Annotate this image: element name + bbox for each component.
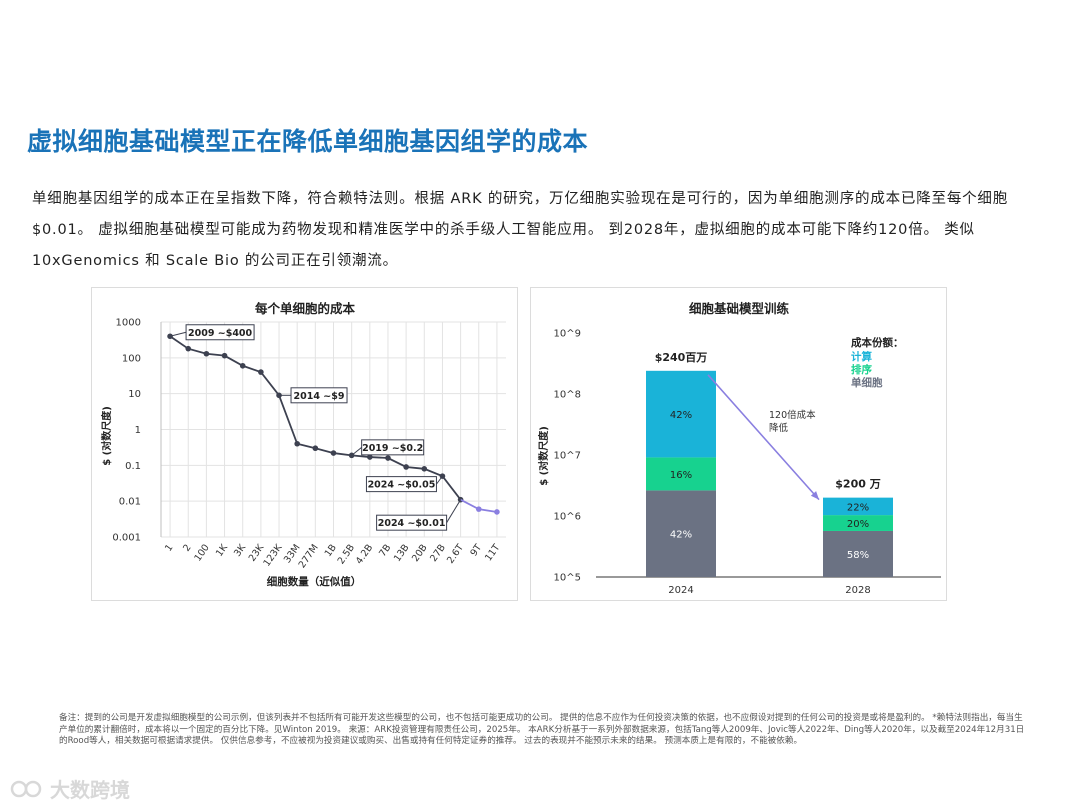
x-tick-label: 11T [483, 542, 502, 563]
bar-total-label: $240百万 [655, 351, 708, 364]
segment-label: 42% [670, 530, 692, 541]
x-tick-label: 9T [468, 542, 484, 558]
annotation-box [365, 476, 437, 493]
data-point [385, 455, 391, 461]
y-tick-label: 0.01 [119, 497, 141, 508]
bar-total-label: $200 万 [835, 478, 880, 491]
footnote: 备注：提到的公司是开发虚拟细胞模型的公司示例，但该列表并不包括所有可能开发这些模… [59, 713, 1025, 746]
y-tick-label: 10^9 [554, 329, 581, 340]
data-point [494, 509, 500, 515]
legend-entry: 单细胞 [851, 376, 883, 389]
segment-label: 58% [847, 550, 869, 561]
x-tick-label: 100 [192, 542, 211, 563]
segment-label: 42% [670, 410, 692, 421]
x-tick-label: 2028 [845, 585, 870, 596]
x-tick-label: 2024 [668, 585, 693, 596]
segment-label: 16% [670, 470, 692, 481]
data-point [258, 369, 264, 375]
watermark-text: 大数跨境 [50, 778, 130, 802]
data-point [475, 506, 482, 512]
y-axis-title: $ (对数尺度) [537, 426, 550, 486]
y-tick-label: 1000 [116, 318, 141, 329]
bar-segment [646, 457, 716, 491]
chart-title: 每个单细胞的成本 [255, 301, 356, 316]
x-tick-label: 2.6T [445, 542, 466, 566]
data-point [203, 350, 210, 357]
data-point [312, 445, 319, 452]
annotation-label: 2014 ~$9 [294, 391, 345, 402]
y-tick-label: 10^7 [554, 451, 581, 462]
x-tick-label: 27B [428, 542, 448, 564]
annotation-label: 2024 ~$0.05 [368, 480, 436, 491]
x-tick-label: 7B [377, 542, 393, 559]
annotation-leader [436, 475, 443, 485]
annotation-leader [169, 331, 187, 337]
arrow-label: 降低 [769, 422, 789, 434]
x-tick-label: 277M [297, 542, 321, 570]
bar-segment [823, 515, 893, 531]
x-tick-label: 4.2B [354, 542, 375, 566]
arrow-head [810, 491, 819, 500]
data-point [294, 440, 300, 447]
segment-label: 22% [847, 502, 869, 513]
legend-entry: 计算 [851, 350, 872, 363]
watermark: 大数跨境 [10, 774, 130, 803]
annotation-label: 2009 ~$400 [188, 328, 253, 339]
watermark-logo-icon [10, 780, 42, 797]
reduction-arrow [707, 374, 820, 501]
x-tick-label: 3K [232, 542, 248, 559]
annotation-box [361, 439, 425, 456]
legend-title: 成本份额： [851, 336, 904, 349]
annotation-box [376, 514, 448, 531]
data-point [421, 466, 428, 472]
annotation-label: 2024 ~$0.01 [378, 518, 446, 529]
arrow-label: 120倍成本 [769, 409, 816, 421]
bar-segment [823, 530, 893, 577]
segment-label: 20% [847, 519, 869, 530]
data-point [221, 352, 228, 359]
y-tick-label: 0.1 [125, 461, 141, 472]
bar-segment [646, 370, 716, 458]
annotation-leader [446, 499, 462, 523]
x-tick-label: 1B [323, 542, 339, 559]
data-point [403, 464, 409, 470]
y-tick-label: 10^6 [554, 512, 581, 523]
data-point [330, 450, 337, 456]
chart-title: 细胞基础模型训练 [689, 301, 790, 316]
x-tick-label: 123K [261, 542, 284, 569]
data-point [185, 345, 192, 352]
y-tick-label: 10^5 [554, 573, 581, 584]
page-title: 虚拟细胞基础模型正在降低单细胞基因组学的成本 [27, 127, 589, 156]
data-point [276, 392, 282, 399]
data-point [167, 333, 173, 340]
x-axis-title: 细胞数量（近似值） [267, 575, 362, 588]
annotation-label: 2019 ~$0.2 [362, 443, 423, 454]
y-tick-label: 10^8 [554, 390, 581, 401]
model-training-svg: 细胞基础模型训练 $ (对数尺度) 10^9 10^8 10^7 10^6 10^5 42% 1… [537, 301, 941, 596]
x-tick-label: 2.5B [336, 542, 357, 566]
x-tick-label: 13B [392, 542, 412, 564]
y-tick-label: 0.001 [112, 533, 141, 544]
intro-paragraph: 单细胞基因组学的成本正在呈指数下降，符合赖特法则。根据 ARK 的研究，万亿细胞… [32, 191, 1009, 269]
x-tick-label: 20B [410, 542, 430, 564]
annotation-box [290, 387, 348, 404]
y-tick-label: 100 [122, 353, 141, 364]
y-tick-label: 10 [128, 389, 141, 400]
bar-segment [646, 490, 716, 577]
legend-entry: 排序 [851, 363, 872, 376]
bar-segment [823, 497, 893, 516]
annotation-box [185, 324, 255, 341]
y-axis-title: $ (对数尺度) [100, 406, 113, 466]
data-point [367, 454, 373, 460]
x-tick-label: 2 [181, 542, 193, 553]
model-training-chart: 细胞基础模型训练 $ (对数尺度) 10^9 10^8 10^7 10^6 10^5 42% 1… [530, 287, 947, 601]
x-tick-label: 1K [214, 542, 230, 559]
annotation-leader [351, 446, 362, 456]
y-tick-label: 1 [135, 425, 141, 436]
cost-per-cell-chart: 每个单细胞的成本 1000 100 10 1 0.1 0.01 0.001 1 2 100 1K 3K 2… [91, 287, 518, 601]
x-tick-label: 1 [163, 542, 175, 553]
data-point [239, 362, 246, 369]
